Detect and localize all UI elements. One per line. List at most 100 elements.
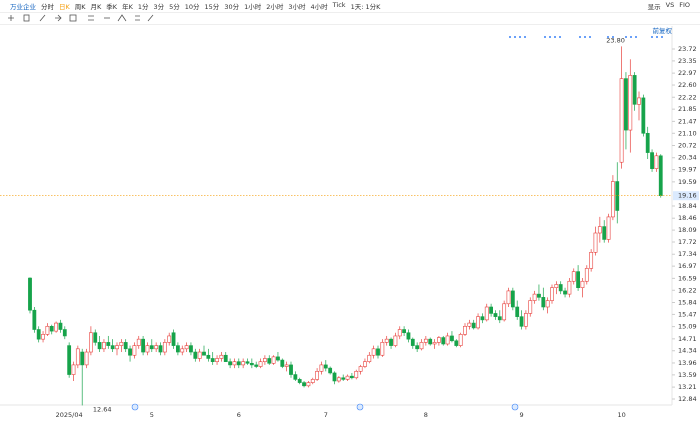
candle-body bbox=[441, 337, 446, 345]
y-tick-label: 22.97 bbox=[678, 69, 697, 77]
toolbar-item[interactable]: VS bbox=[665, 1, 675, 9]
candle-body bbox=[471, 322, 476, 329]
candle-body bbox=[563, 290, 567, 295]
period-tab[interactable]: 4小时 bbox=[310, 3, 328, 11]
candle-body bbox=[28, 277, 32, 311]
candle-body bbox=[345, 375, 350, 380]
candle-body bbox=[545, 300, 550, 308]
toolbar-item[interactable]: FIO bbox=[679, 1, 690, 9]
candle-body bbox=[497, 316, 502, 321]
y-tick-label: 21.10 bbox=[678, 129, 697, 137]
candle-body bbox=[463, 325, 467, 335]
candle-body bbox=[171, 332, 176, 346]
candle-body bbox=[258, 361, 263, 367]
candle-body bbox=[284, 364, 289, 367]
candle-body bbox=[476, 316, 480, 329]
y-tick-label: 19.59 bbox=[678, 178, 697, 186]
period-tab[interactable]: Tick bbox=[332, 1, 346, 9]
period-tab[interactable]: 周K bbox=[74, 3, 86, 11]
last-price-label: 19.16 bbox=[678, 192, 697, 200]
y-tick-label: 21.85 bbox=[678, 105, 697, 113]
candle-body bbox=[93, 332, 98, 343]
candle-body bbox=[358, 366, 363, 372]
candle-body bbox=[162, 342, 167, 353]
period-tab[interactable]: 5分 bbox=[169, 3, 180, 11]
period-tab[interactable]: 15分 bbox=[204, 3, 220, 11]
period-tab[interactable]: 3小时 bbox=[288, 3, 306, 11]
candle-body bbox=[197, 351, 202, 359]
stock-name[interactable]: 万业企业 bbox=[10, 3, 36, 11]
y-tick-label: 20.34 bbox=[678, 154, 697, 162]
period-tab[interactable]: 1分 bbox=[137, 3, 149, 11]
adjust-label[interactable]: 前复权 bbox=[653, 26, 673, 35]
candle-body bbox=[571, 271, 576, 282]
candle-body bbox=[323, 364, 328, 369]
candle-body bbox=[267, 358, 272, 364]
y-tick-label: 18.46 bbox=[678, 214, 697, 222]
candle-body bbox=[506, 290, 511, 305]
candle-body bbox=[158, 345, 163, 353]
candle-body bbox=[136, 338, 141, 346]
y-tick-label: 14.34 bbox=[678, 347, 697, 355]
period-tab[interactable]: 季K bbox=[106, 3, 118, 11]
y-tick-label: 22.22 bbox=[678, 93, 697, 101]
candle-body bbox=[102, 342, 106, 350]
candle-body bbox=[567, 280, 572, 295]
candle-body bbox=[493, 313, 498, 317]
candle-body bbox=[432, 342, 437, 345]
candle-body bbox=[223, 354, 228, 362]
period-tab[interactable]: 1天: 1分K bbox=[350, 3, 381, 11]
period-tab[interactable]: 2小时 bbox=[266, 3, 284, 11]
y-tick-label: 17.34 bbox=[678, 250, 697, 258]
period-tab[interactable]: 30分 bbox=[224, 3, 240, 11]
candle-body bbox=[537, 293, 541, 298]
y-tick-label: 21.47 bbox=[678, 117, 697, 125]
candle-body bbox=[45, 325, 50, 335]
candle-body bbox=[584, 268, 589, 282]
candle-body bbox=[202, 351, 206, 356]
y-tick-label: 19.97 bbox=[678, 166, 697, 174]
candle-body bbox=[184, 345, 189, 350]
toolbar-item[interactable]: 显示 bbox=[647, 3, 661, 11]
right-tools: 显示 VS FIO bbox=[648, 1, 695, 11]
drawing-toolbar bbox=[0, 12, 700, 25]
candle-body bbox=[510, 290, 515, 308]
y-tick-label: 20.72 bbox=[678, 142, 697, 150]
y-tick-label: 13.21 bbox=[678, 383, 697, 391]
candle-body bbox=[302, 382, 306, 387]
period-tab[interactable]: 分时 bbox=[41, 3, 54, 11]
candle-body bbox=[641, 97, 646, 134]
candle-body bbox=[436, 337, 441, 343]
candle-body bbox=[480, 316, 485, 321]
candle-body bbox=[176, 345, 180, 353]
toolbar: 万业企业 分时 日K 周K 月K 季K 年K 1分 3分 5分 10分 15分 30分 1小时 2小时 3小… bbox=[0, 0, 700, 13]
candle-body bbox=[280, 359, 285, 367]
period-tab[interactable]: 日K bbox=[59, 3, 70, 11]
period-tab[interactable]: 1小时 bbox=[244, 3, 262, 11]
period-tab[interactable]: 3分 bbox=[153, 3, 165, 11]
candle-body bbox=[349, 375, 354, 379]
y-tick-label: 18.09 bbox=[678, 226, 697, 234]
candle-body bbox=[289, 364, 293, 375]
x-tick-label: 6 bbox=[237, 411, 241, 419]
candle-body bbox=[397, 329, 402, 337]
candle-body bbox=[145, 345, 150, 353]
period-tab[interactable]: 月K bbox=[90, 3, 102, 11]
candle-body bbox=[450, 335, 454, 342]
y-tick-label: 13.59 bbox=[678, 371, 697, 379]
candle-body bbox=[624, 78, 628, 131]
candle-body bbox=[54, 322, 59, 332]
candle-body bbox=[236, 361, 241, 366]
x-tick-label: 7 bbox=[324, 411, 328, 419]
candle-body bbox=[619, 78, 624, 163]
period-tab[interactable]: 年K bbox=[122, 3, 133, 11]
last-price-box bbox=[673, 191, 699, 201]
period-tab[interactable]: 10分 bbox=[184, 3, 200, 11]
candle-body bbox=[241, 361, 246, 366]
candle-body bbox=[654, 155, 659, 169]
candle-body bbox=[541, 297, 546, 308]
candle-body bbox=[319, 364, 324, 372]
candle-body bbox=[84, 351, 89, 366]
candle-body bbox=[341, 377, 346, 380]
candle-body bbox=[610, 181, 615, 218]
